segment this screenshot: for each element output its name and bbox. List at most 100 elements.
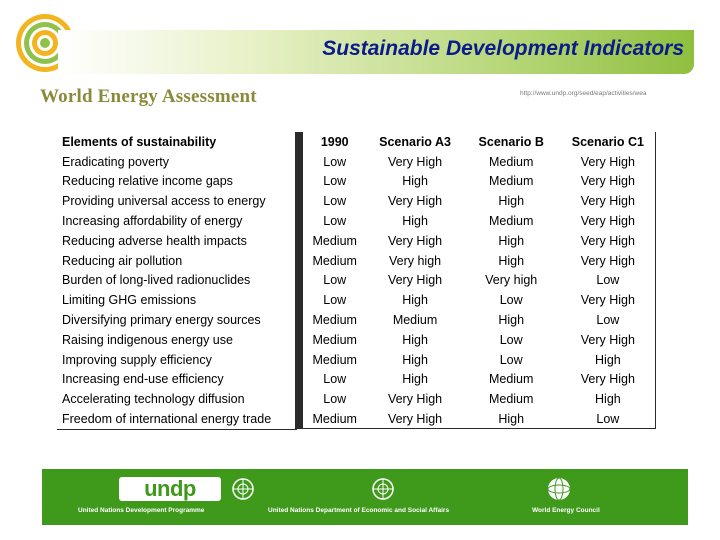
element-cell: Providing universal access to energy — [57, 191, 296, 212]
element-cell: Eradicating poverty — [57, 151, 296, 172]
table-frame — [297, 132, 656, 429]
value-1990-cell: Low — [323, 194, 347, 209]
value-1990-cell: Medium — [312, 313, 357, 328]
element-cell: Reducing adverse health impacts — [57, 230, 296, 251]
scenario-b-cell: High — [498, 412, 525, 427]
scenario-a3-cell: Very High — [387, 154, 443, 169]
element-cell: Raising indigenous energy use — [57, 329, 296, 350]
element-cell: Increasing end-use efficiency — [57, 369, 296, 390]
element-cell: Diversifying primary energy sources — [57, 310, 296, 330]
footer-banner: undp United Nations Development Programm… — [42, 469, 688, 525]
element-cell: Limiting GHG emissions — [57, 290, 296, 311]
scenario-a3-cell: High — [402, 372, 428, 387]
scenario-c1-cell: High — [595, 352, 621, 367]
element-cell: Burden of long-lived radionuclides — [57, 270, 296, 291]
scenario-c1-cell: Very High — [580, 253, 635, 268]
table-row: Burden of long-lived radionuclides Low Ver… — [57, 270, 657, 291]
page-title: Sustainable Development Indicators — [322, 37, 684, 60]
table-row: Diversifying primary energy sources Mediu… — [57, 310, 657, 330]
element-cell: Increasing affordability of energy — [57, 211, 296, 231]
scenario-a3-cell: High — [402, 332, 428, 347]
column-header-1990: 1990 — [320, 134, 349, 149]
table-row: Limiting GHG emissions Low High Low Very Hig… — [57, 290, 657, 311]
scenario-b-cell: Medium — [488, 372, 534, 387]
wec-globe-icon — [547, 477, 571, 501]
scenario-a3-cell: Very high — [388, 253, 442, 268]
indicators-table-container: Elements of sustainability 1990 Scenario… — [57, 132, 657, 430]
table-row: Raising indigenous energy use Medium High L… — [57, 329, 657, 350]
scenario-a3-cell: Very High — [387, 233, 443, 248]
scenario-b-cell: Low — [499, 293, 523, 308]
scenario-b-cell: High — [498, 233, 525, 248]
scenario-a3-cell: High — [402, 174, 428, 189]
element-cell: Reducing relative income gaps — [57, 171, 296, 192]
scenario-c1-cell: Very High — [580, 194, 635, 209]
footer-label-undp: United Nations Development Programme — [78, 507, 205, 514]
un-desa-emblem-icon — [372, 478, 394, 500]
title-bar: Sustainable Development Indicators — [58, 30, 694, 74]
value-1990-cell: Low — [323, 293, 347, 308]
scenario-b-cell: Medium — [488, 174, 534, 189]
table-row: Accelerating technology diffusion Low Very… — [57, 389, 657, 410]
scenario-c1-cell: Low — [596, 412, 620, 427]
scenario-a3-cell: High — [402, 214, 428, 229]
column-header-elements: Elements of sustainability — [57, 132, 296, 152]
value-1990-cell: Low — [323, 174, 347, 189]
table-row: Reducing relative income gaps Low High Medi… — [57, 171, 657, 192]
value-1990-cell: Low — [323, 214, 347, 229]
element-cell: Improving supply efficiency — [57, 349, 296, 370]
value-1990-cell: Medium — [312, 233, 357, 248]
scenario-c1-cell: Low — [596, 273, 620, 288]
scenario-a3-cell: High — [402, 293, 428, 308]
scenario-c1-cell: Very High — [580, 332, 635, 347]
value-1990-cell: Medium — [312, 253, 357, 268]
value-1990-cell: Low — [323, 273, 347, 288]
table-row: Providing universal access to energy Low V… — [57, 191, 657, 212]
value-1990-cell: Medium — [312, 332, 357, 347]
undp-logo-text: undp — [144, 476, 196, 501]
element-cell: Freedom of international energy trade — [57, 409, 296, 429]
scenario-b-cell: Very high — [485, 273, 538, 288]
scenario-b-cell: High — [498, 194, 525, 209]
footer-label-undesa: United Nations Department of Economic an… — [268, 507, 450, 514]
undp-logo: undp — [119, 477, 221, 501]
un-emblem-icon — [232, 478, 254, 500]
scenario-c1-cell: Low — [596, 313, 620, 328]
table-header-row: Elements of sustainability 1990 Scenario… — [57, 132, 657, 152]
scenario-a3-cell: Very High — [387, 392, 443, 407]
source-url: http://www.undp.org/seed/eap/activities/… — [520, 90, 647, 97]
scenario-c1-cell: Very High — [580, 372, 635, 387]
table-row: Eradicating poverty Low Very High Medium Ver… — [57, 151, 657, 172]
scenario-b-cell: Medium — [488, 154, 534, 169]
scenario-c1-cell: Very High — [580, 293, 635, 308]
scenario-a3-cell: Very High — [387, 194, 443, 209]
table-row: Freedom of international energy trade Med… — [57, 409, 657, 429]
element-cell: Reducing air pollution — [57, 250, 296, 271]
scenario-c1-cell: Very High — [580, 233, 635, 248]
scenario-b-cell: Medium — [488, 392, 534, 407]
table-row: Increasing end-use efficiency Low High Medi… — [57, 369, 657, 390]
scenario-c1-cell: Very High — [580, 174, 635, 189]
scenario-b-cell: Low — [499, 352, 523, 367]
table-row: Increasing affordability of energy Low Hig… — [57, 211, 657, 231]
value-1990-cell: Medium — [312, 412, 357, 427]
wea-swirl-logo — [16, 14, 74, 72]
footer-label-wec: World Energy Council — [532, 507, 600, 514]
indicators-table: Elements of sustainability 1990 Scenario… — [57, 132, 657, 429]
scenario-c1-cell: Very High — [580, 154, 635, 169]
column-header-scenario-a3: Scenario A3 — [379, 134, 451, 149]
value-1990-cell: Low — [323, 372, 347, 387]
scenario-a3-cell: Very High — [387, 273, 443, 288]
scenario-b-cell: High — [498, 313, 525, 328]
scenario-a3-cell: Medium — [392, 313, 438, 328]
scenario-c1-cell: High — [595, 392, 621, 407]
table-row: Reducing air pollution Medium Very high Hig… — [57, 250, 657, 271]
brand-name: World Energy Assessment — [40, 86, 257, 107]
scenario-b-cell: High — [498, 253, 525, 268]
scenario-c1-cell: Very High — [580, 214, 635, 229]
table-row: Improving supply efficiency Medium High Low… — [57, 349, 657, 370]
element-cell: Accelerating technology diffusion — [57, 389, 296, 410]
value-1990-cell: Low — [323, 154, 347, 169]
scenario-b-cell: Medium — [488, 214, 534, 229]
scenario-a3-cell: High — [402, 352, 428, 367]
